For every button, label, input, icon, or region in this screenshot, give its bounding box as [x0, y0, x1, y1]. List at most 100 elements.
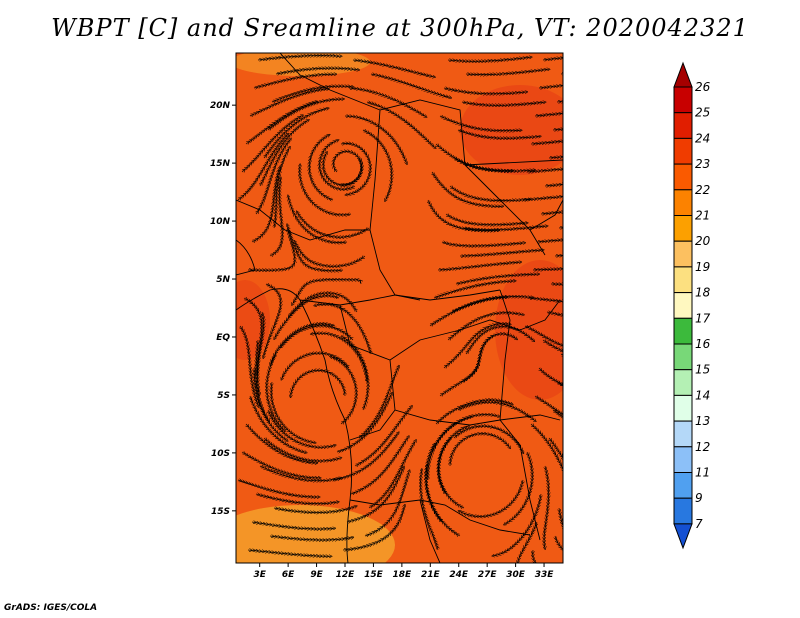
colorbar-label: 7: [695, 517, 703, 531]
streamline: [463, 226, 547, 230]
lat-label: 5S: [217, 391, 230, 401]
colorbar-label: 20: [695, 234, 711, 248]
colorbar-label: 15: [695, 363, 710, 377]
colorbar-swatch: [673, 189, 693, 217]
lon-label: 6E: [282, 570, 295, 580]
chart-title: WBPT [C] and Sreamline at 300hPa, VT: 20…: [51, 14, 749, 42]
border-line: [464, 159, 563, 166]
streamlines: [238, 55, 563, 570]
streamline: [558, 226, 563, 229]
lat-label: 10N: [210, 217, 231, 227]
streamline: [439, 336, 492, 396]
streamline: [526, 167, 563, 172]
streamline: [539, 368, 563, 405]
colorbar: 26 25 24 23 22 21 20 19 18 17 16 15 14 13 12 11 9 7: [673, 61, 711, 550]
colorbar-swatch: [673, 420, 693, 448]
streamline: [465, 69, 549, 74]
streamline: [342, 505, 405, 550]
streamline: [534, 396, 563, 442]
colorbar-swatch: [673, 472, 693, 499]
streamline: [556, 382, 563, 412]
colorbar-swatch: [673, 112, 693, 139]
lat-label: 15N: [210, 159, 231, 169]
streamline: [362, 130, 392, 201]
streamline: [554, 254, 563, 256]
lon-label: 33E: [535, 570, 555, 580]
colorbar-top-arrow: [673, 61, 693, 88]
streamline: [460, 250, 543, 256]
streamline: [457, 130, 540, 138]
colorbar-label: 14: [695, 388, 710, 402]
map-panel: [236, 53, 563, 570]
lon-label: 24E: [449, 570, 469, 580]
streamline: [429, 297, 507, 326]
colorbar-label: 13: [695, 414, 710, 428]
colorbar-swatch: [673, 369, 693, 396]
border-line: [339, 304, 521, 361]
lon-label: 3E: [253, 570, 266, 580]
lat-label: 5N: [216, 275, 230, 285]
colorbar-label: 25: [695, 106, 710, 120]
streamline: [522, 194, 563, 200]
streamline: [540, 210, 563, 214]
lon-label: 15E: [364, 570, 384, 580]
streamline: [549, 438, 563, 505]
colorbar-label: 11: [695, 466, 710, 480]
lat-label: EQ: [216, 333, 230, 343]
streamline: [542, 55, 563, 60]
streamline: [289, 293, 357, 316]
colorbar-swatch: [673, 292, 693, 319]
streamline: [560, 71, 563, 74]
colorbar-label: 21: [695, 209, 710, 223]
colorbar-swatch: [673, 137, 693, 165]
streamline: [534, 111, 563, 116]
streamline: [560, 354, 563, 375]
colorbar-label: 24: [695, 131, 710, 145]
streamline: [257, 56, 341, 60]
colorbar-swatch: [673, 317, 693, 345]
lat-label: 10S: [211, 449, 230, 459]
map-frame: [235, 52, 564, 564]
streamline: [544, 182, 563, 186]
lat-label: 15S: [211, 507, 230, 517]
streamline: [253, 74, 336, 88]
streamline: [546, 312, 563, 324]
cool-region-north: [236, 53, 370, 76]
lon-label: 21E: [421, 570, 441, 580]
lon-label: 12E: [336, 570, 356, 580]
lon-label: 18E: [393, 570, 413, 580]
lon-label: 27E: [478, 570, 498, 580]
streamline: [287, 225, 344, 271]
streamline: [538, 83, 563, 88]
streamline: [275, 68, 359, 74]
streamline: [559, 507, 563, 558]
border-line: [529, 199, 563, 231]
streamline: [447, 57, 531, 61]
border-line: [499, 414, 561, 421]
streamline: [443, 88, 527, 94]
colorbar-swatch: [673, 215, 693, 242]
streamline: [269, 536, 353, 540]
streamline: [536, 238, 563, 242]
streamline: [450, 186, 530, 201]
streamline: [461, 102, 545, 105]
border-line: [349, 499, 531, 536]
country-borders: [236, 53, 563, 563]
colorbar-swatch: [673, 394, 693, 422]
streamline: [433, 281, 515, 298]
streamline: [528, 298, 563, 305]
colorbar-label: 17: [695, 311, 711, 325]
streamline: [255, 494, 338, 504]
colorbar-swatch: [673, 446, 693, 473]
border-line: [236, 288, 353, 563]
colorbar-swatch: [673, 266, 693, 294]
colorbar-swatch: [673, 163, 693, 191]
colorbar-swatch: [673, 86, 693, 114]
colorbar-label: 9: [695, 491, 703, 505]
border-line: [419, 499, 441, 563]
border-line: [389, 359, 501, 426]
colorbar-label: 23: [695, 157, 710, 171]
streamline: [421, 470, 438, 551]
streamline: [555, 535, 563, 570]
